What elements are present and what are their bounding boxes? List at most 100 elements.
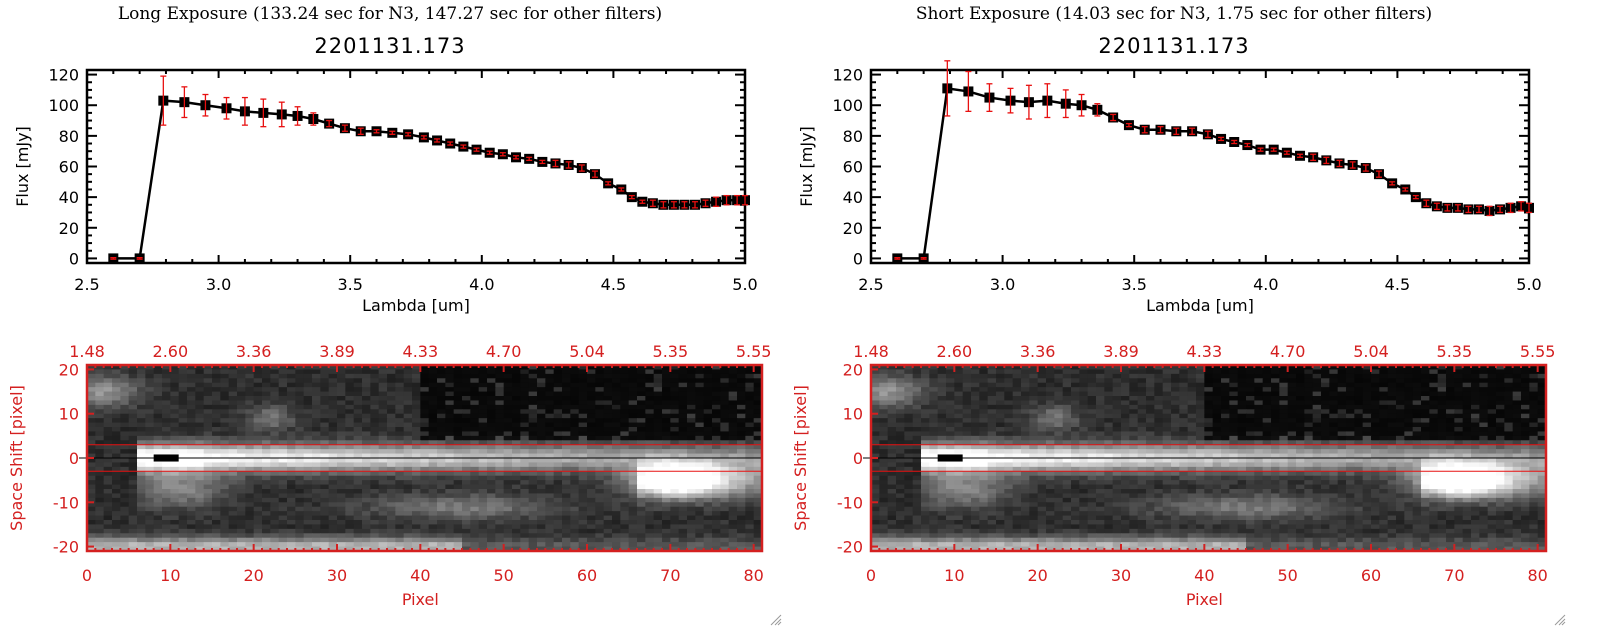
image-pixel [312,365,321,371]
error-bar [1444,204,1451,212]
image-pixel [95,422,105,428]
image-pixel [595,440,605,446]
image-pixel [678,484,688,490]
series-line [897,86,1530,260]
image-pixel [103,391,113,397]
image-pixel [595,502,605,508]
image-pixel [270,400,280,406]
image-pixel [712,458,721,464]
image-pixel [245,391,255,397]
image-pixel [453,409,463,415]
image-pixel [103,533,113,539]
image-pixel [237,480,246,486]
image-pixel [653,458,663,464]
image-pixel [303,449,313,455]
image-pixel [187,444,196,450]
image-pixel [1446,391,1455,397]
image-pixel [1404,365,1414,371]
image-pixel [395,546,405,552]
x-tick-label: 40 [410,566,430,585]
image-pixel [437,427,446,433]
image-pixel [1304,391,1314,397]
image-pixel [678,373,688,379]
image-pixel [662,480,671,486]
image-pixel [612,511,621,517]
resize-grip-icon[interactable] [768,612,782,626]
image-pixel [929,365,939,371]
image-pixel [312,471,321,477]
image-pixel [1212,378,1222,384]
image-pixel [420,404,430,410]
image-pixel [170,515,180,521]
image-pixel [545,382,555,388]
image-pixel [470,378,480,384]
image-pixel [253,427,263,433]
image-pixel [695,546,705,552]
image-pixel [437,396,446,402]
image-pixel [737,542,746,548]
image-pixel [1154,391,1164,397]
image-pixel [929,382,939,388]
image-pixel [345,396,355,402]
image-pixel [520,497,530,503]
image-pixel [345,520,355,526]
image-pixel [203,524,213,530]
image-pixel [170,449,180,455]
image-pixel [637,511,646,517]
image-pixel [1096,373,1105,379]
image-pixel [720,396,730,402]
image-pixel [112,440,121,446]
image-pixel [253,453,263,459]
image-pixel [695,440,705,446]
image-pixel [503,382,513,388]
image-pixel [312,387,321,393]
image-pixel [1071,382,1080,388]
image-pixel [328,413,338,419]
image-pixel [228,396,238,402]
image-pixel [712,400,721,406]
image-pixel [687,396,696,402]
image-pixel [896,369,905,375]
image-pixel [637,533,646,539]
image-pixel [420,546,430,552]
image-pixel [1462,373,1472,379]
image-pixel [295,369,305,375]
image-pixel [687,391,696,397]
image-pixel [295,537,305,543]
image-pixel [412,440,421,446]
image-pixel [162,484,171,490]
image-pixel [412,391,421,397]
image-pixel [578,462,588,468]
image-pixel [1396,391,1405,397]
image-pixel [712,413,721,419]
image-pixel [1346,382,1355,388]
image-pixel [1312,387,1322,393]
image-pixel [495,462,505,468]
image-pixel [212,444,221,450]
image-pixel [1304,396,1314,402]
image-pixel [153,369,163,375]
image-pixel [137,435,146,441]
image-pixel [520,489,530,495]
image-pixel [353,466,363,472]
image-pixel [403,489,413,495]
image-pixel [1204,373,1214,379]
image-pixel [112,418,121,424]
image-pixel [578,373,588,379]
image-pixel [303,387,313,393]
image-pixel [278,475,288,481]
image-pixel [437,497,446,503]
image-pixel [220,515,230,521]
error-bar [944,60,951,117]
image-pixel [212,506,221,512]
image-pixel [395,409,405,415]
image-pixel [946,378,955,384]
image-pixel [103,489,113,495]
image-pixel [170,378,180,384]
image-pixel [328,373,338,379]
image-pixel [753,528,763,534]
image-pixel [1012,369,1022,375]
image-pixel [745,427,755,433]
image-pixel [312,511,321,517]
image-pixel [720,533,730,539]
